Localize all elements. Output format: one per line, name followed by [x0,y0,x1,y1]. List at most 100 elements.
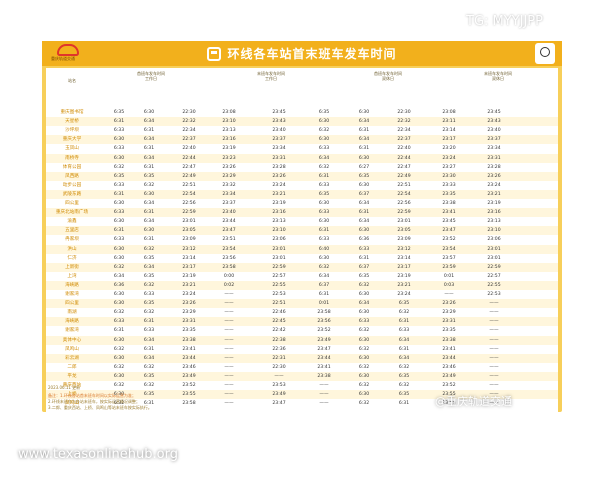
time-cell: 23:59 [442,264,456,270]
time-cell: 23:58 [222,264,236,270]
station-name: 体育公园 [62,164,82,170]
time-cell: 23:58 [317,310,331,316]
time-cell: 23:12 [182,246,196,252]
time-cell: 6:37 [318,282,330,288]
station-name: 重庆北站南广场 [55,210,89,216]
table-row: 四公里 6:30 6:34 22:56 23:37 23:19 6:30 6:34 22:56 2… [46,199,558,208]
time-cell: 23:05 [397,228,411,234]
time-cell: 6:30 [318,255,330,261]
time-cell: 6:32 [143,364,155,370]
time-cell: 6:34 [143,137,155,143]
update-date: 2023.06.11 更新 [48,385,81,390]
station-name: 重庆大学 [62,137,82,143]
time-cell: 23:35 [442,328,456,334]
time-cell: 6:30 [358,182,370,188]
time-cell: 22:56 [397,201,411,206]
time-cell: 23:49 [182,373,196,379]
time-cell: 6:31 [358,255,370,261]
time-cell: 23:17 [442,137,456,143]
station-name: 洪山 [67,246,77,252]
time-cell: —— [224,401,234,407]
station-name: 动步公园 [62,182,82,188]
time-cell: 22:32 [397,119,411,125]
time-cell: 6:31 [318,228,330,234]
time-cell: 6:35 [143,255,155,261]
time-cell: 22:32 [182,119,196,125]
time-cell: 23:32 [222,182,236,188]
time-cell: 23:55 [182,392,196,398]
time-cell: 23:19 [397,273,411,279]
time-cell: 6:35 [113,173,125,179]
time-cell: 23:40 [222,210,236,216]
time-cell: 6:34 [318,273,330,279]
time-cell: 6:30 [358,337,370,343]
time-cell: 22:36 [272,346,286,352]
time-cell: 6:34 [398,355,410,361]
time-cell: 23:29 [182,310,196,316]
time-cell: 6:30 [113,301,125,307]
station-name: 上新街 [65,264,79,270]
time-cell: 22:57 [487,273,501,279]
time-cell: 6:34 [358,301,370,307]
time-cell: 6:30 [113,392,125,398]
time-cell: 23:35 [442,191,456,197]
time-cell: 23:54 [442,246,456,252]
time-cell: 6:32 [358,328,370,334]
time-cell: 6:34 [358,119,370,125]
time-cell: 6:30 [358,373,370,379]
time-cell: 23:37 [272,137,286,143]
time-cell: 23:52 [442,383,456,388]
time-cell: —— [489,364,499,370]
time-cell: 23:58 [182,401,196,407]
time-cell: —— [489,337,499,343]
time-cell: 6:37 [358,191,370,197]
time-cell: 6:36 [113,282,125,288]
time-cell: 6:30 [318,137,330,143]
time-cell: 23:41 [442,346,456,352]
table-row: 上新街 6:32 6:34 23:17 23:58 22:59 6:32 6:37 23:17 2… [46,262,558,272]
time-cell: 6:31 [318,292,330,297]
group-header-first-work: 首班车发车时间 工作日 [137,71,165,81]
table-row: 彩云湖 6:30 6:34 23:44 —— 22:31 23:44 6:30 6:34 23:4… [46,353,558,363]
time-cell: —— [489,310,499,316]
time-cell: —— [489,355,499,361]
time-cell: 6:30 [358,155,370,161]
time-cell: 23:55 [442,392,456,398]
time-cell: 23:19 [487,201,501,206]
station-name: 重庆西站 [62,383,82,388]
time-cell: 23:44 [182,355,196,361]
time-cell: 23:41 [442,210,456,216]
table-row: 冉家坝 6:33 6:31 23:09 23:51 23:06 6:33 6:36 23:09 2… [46,235,558,244]
time-cell: 23:17 [397,264,411,270]
time-cell: 23:46 [442,364,456,370]
time-cell: 22:30 [272,364,286,370]
time-cell: 22:46 [272,310,286,316]
time-cell: 6:32 [113,310,125,316]
time-cell: 23:01 [397,219,411,225]
time-cell: 23:31 [487,155,501,161]
time-cell: 6:35 [398,301,410,307]
mascot-image [535,43,555,64]
time-cell: 6:30 [358,355,370,361]
station-name: 渝鑫 [67,219,77,225]
time-cell: 23:09 [397,237,411,243]
time-cell: 23:44 [442,355,456,361]
station-name: 重庆图书馆 [60,110,84,115]
time-cell: 23:35 [182,328,196,334]
time-cell: 23:58 [442,401,456,407]
time-cell: 6:31 [398,401,410,407]
time-cell: 6:31 [143,128,155,134]
time-cell: 23:33 [442,182,456,188]
time-cell: 6:31 [398,319,410,325]
footnote-3: 3.二郎、重庆西站、上桥、凤鸣山等站末班车按实际执行。 [48,405,152,410]
time-cell: 6:31 [143,210,155,216]
site-watermark: www.texasonlinehub.org [18,447,178,462]
time-cell: 6:34 [318,155,330,161]
time-cell: 22:53 [487,292,501,297]
time-cell: 6:32 [358,383,370,388]
time-cell: 23:49 [317,337,331,343]
time-cell: 6:32 [358,346,370,352]
time-cell: 23:31 [272,155,286,161]
time-cell: 6:30 [358,310,370,316]
station-name: 彩云湖 [65,355,79,361]
